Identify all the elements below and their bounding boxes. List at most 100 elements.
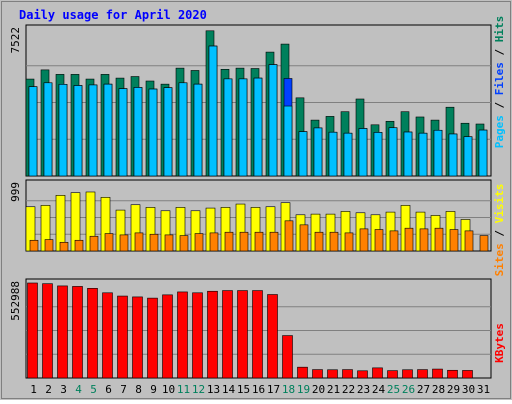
side-label-pages: Pages	[493, 115, 506, 148]
pages-bar-day-21	[328, 131, 338, 177]
pages-bar-day-11	[178, 82, 188, 177]
pages-bar-day-31	[478, 129, 488, 177]
pages-bar-day-15	[238, 78, 248, 177]
sites-bar-day-31	[479, 235, 489, 252]
kbytes-bar-day-20	[312, 369, 323, 379]
side-label-sites: Sites	[493, 243, 506, 276]
pages-bar-day-5	[88, 84, 98, 177]
pages-bar-day-23	[358, 128, 368, 177]
x-tick-label-day-13: 13	[207, 383, 220, 396]
sites-bar-day-5	[89, 235, 99, 252]
pages-bar-day-9	[148, 88, 158, 177]
sites-bar-day-21	[329, 231, 339, 252]
pages-bar-day-2	[43, 82, 53, 177]
pages-bar-day-27	[418, 132, 428, 177]
kbytes-bar-day-8	[132, 296, 143, 379]
side-label-visits: Visits	[493, 184, 506, 224]
sites-bar-day-7	[119, 234, 129, 252]
pages-bar-day-28	[433, 129, 443, 177]
pages-bar-day-8	[133, 87, 143, 177]
sites-bar-day-11	[179, 235, 189, 252]
pages-bar-day-24	[373, 132, 383, 177]
sites-bar-day-15	[239, 231, 249, 252]
x-tick-label-day-28: 28	[432, 383, 445, 396]
kbytes-bar-day-25	[387, 370, 398, 379]
sites-bar-day-9	[149, 233, 159, 252]
x-tick-label-day-4: 4	[75, 383, 82, 396]
kbytes-bar-day-18	[282, 335, 293, 379]
x-tick-label-day-22: 22	[342, 383, 355, 396]
kbytes-bar-day-14	[222, 290, 233, 379]
kbytes-bar-day-5	[87, 288, 98, 379]
kbytes-bar-day-24	[372, 367, 383, 379]
kbytes-bar-day-17	[267, 294, 278, 379]
sites-bar-day-2	[44, 239, 54, 252]
sites-bar-day-26	[404, 227, 414, 252]
x-tick-label-day-21: 21	[327, 383, 340, 396]
pages-bar-day-29	[448, 133, 458, 177]
x-tick-label-day-10: 10	[162, 383, 175, 396]
pages-bar-day-20	[313, 127, 323, 177]
pages-bar-day-19	[298, 131, 308, 177]
kbytes-bar-day-30	[462, 370, 473, 379]
kbytes-bar-day-12	[192, 292, 203, 379]
sites-bar-day-16	[254, 231, 264, 252]
pages-bar-day-13	[208, 45, 218, 177]
kbytes-bar-day-4	[72, 286, 83, 379]
panel-0-ymax-label: 7522	[9, 27, 22, 54]
kbytes-bar-day-21	[327, 369, 338, 379]
panel-1-side-label: Sites / Visits	[493, 184, 506, 277]
chart-title: Daily usage for April 2020	[19, 8, 207, 22]
kbytes-bar-day-19	[297, 366, 308, 379]
x-tick-label-day-31: 31	[477, 383, 490, 396]
sites-bar-day-22	[344, 232, 354, 252]
x-tick-label-day-3: 3	[60, 383, 67, 396]
pages-bar-day-22	[343, 132, 353, 177]
pages-bar-day-18	[283, 105, 293, 177]
kbytes-bar-day-3	[57, 285, 68, 379]
pages-bar-day-30	[463, 136, 473, 177]
sites-bar-day-12	[194, 233, 204, 252]
x-tick-label-day-29: 29	[447, 383, 460, 396]
chart-panels: 7522 999 552988 Pages / Files / Hits Sites /…	[9, 16, 506, 379]
x-tick-label-day-9: 9	[150, 383, 157, 396]
pages-bar-day-14	[223, 78, 233, 177]
pages-bar-day-12	[193, 83, 203, 177]
sites-bar-day-6	[104, 233, 114, 252]
x-tick-label-day-8: 8	[135, 383, 142, 396]
pages-bar-day-26	[403, 131, 413, 177]
pages-bar-day-6	[103, 83, 113, 177]
sites-bar-day-13	[209, 232, 219, 252]
x-tick-label-day-14: 14	[222, 383, 236, 396]
sites-bar-day-23	[359, 228, 369, 252]
kbytes-bar-day-7	[117, 295, 128, 379]
sites-bar-day-8	[134, 232, 144, 252]
sites-bar-day-4	[74, 239, 84, 252]
pages-bar-day-4	[73, 85, 83, 177]
panel-2-side-label: KBytes	[493, 323, 506, 363]
side-label-separator: /	[493, 223, 506, 243]
sites-bar-day-1	[29, 239, 39, 252]
x-tick-label-day-24: 24	[372, 383, 386, 396]
panel-0-side-label: Pages / Files / Hits	[493, 16, 506, 149]
sites-bar-day-18	[284, 220, 294, 252]
x-tick-label-day-11: 11	[177, 383, 190, 396]
pages-bar-day-7	[118, 88, 128, 177]
x-tick-label-day-2: 2	[45, 383, 52, 396]
sites-bar-day-27	[419, 228, 429, 252]
sites-bar-day-17	[269, 231, 279, 252]
kbytes-bar-day-2	[42, 283, 53, 379]
side-label-hits: Hits	[493, 16, 506, 43]
x-tick-label-day-15: 15	[237, 383, 250, 396]
x-tick-label-day-27: 27	[417, 383, 430, 396]
pages-bar-day-3	[58, 84, 68, 177]
kbytes-bar-day-1	[27, 282, 38, 379]
x-tick-label-day-26: 26	[402, 383, 415, 396]
x-tick-label-day-6: 6	[105, 383, 112, 396]
side-label-separator: /	[493, 42, 506, 62]
x-tick-label-day-20: 20	[312, 383, 325, 396]
x-tick-label-day-18: 18	[282, 383, 295, 396]
